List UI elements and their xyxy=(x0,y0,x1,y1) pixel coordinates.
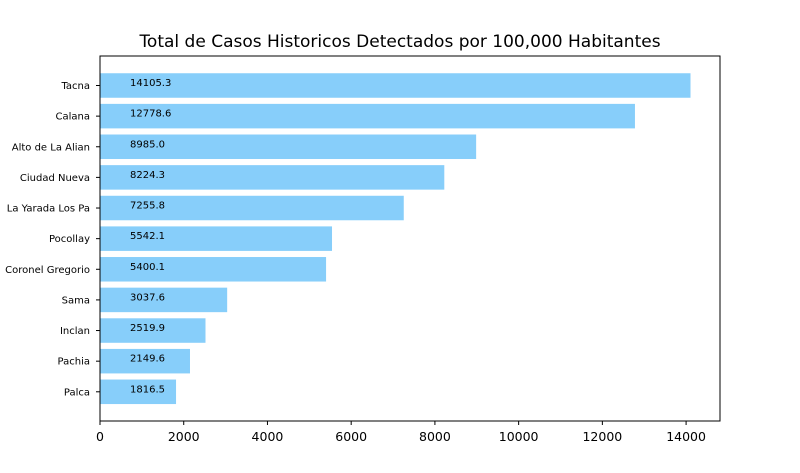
value-label-3: 8224.3 xyxy=(130,170,165,181)
category-label-2: Alto de La Alian xyxy=(12,142,90,153)
plot-frame xyxy=(99,55,721,422)
bar-4 xyxy=(100,195,404,221)
category-label-0: Tacna xyxy=(60,81,90,92)
bar-6 xyxy=(100,257,327,282)
bar-5 xyxy=(100,226,333,251)
xtick-label-0: 0 xyxy=(96,429,104,444)
value-label-9: 2149.6 xyxy=(130,354,165,365)
category-label-7: Sama xyxy=(62,295,90,306)
category-label-6: Coronel Gregorio xyxy=(5,265,90,276)
category-label-1: Calana xyxy=(56,112,90,123)
xtick-label-1: 2000 xyxy=(168,429,200,444)
xtick-label-4: 8000 xyxy=(419,429,451,444)
value-label-0: 14105.3 xyxy=(130,78,171,89)
category-label-3: Ciudad Nueva xyxy=(20,173,90,184)
chart-title: Total de Casos Historicos Detectados por… xyxy=(138,32,660,52)
category-label-4: La Yarada Los Pa xyxy=(7,204,90,215)
bar-8 xyxy=(100,318,206,343)
value-label-1: 12778.6 xyxy=(130,109,171,120)
xtick-label-6: 12000 xyxy=(582,429,622,444)
bar-9 xyxy=(100,348,190,374)
value-label-8: 2519.9 xyxy=(130,323,165,334)
value-label-10: 1816.5 xyxy=(130,384,165,395)
category-label-5: Pocollay xyxy=(49,234,90,245)
category-label-8: Inclan xyxy=(60,326,90,337)
bar-3 xyxy=(100,165,445,190)
value-label-6: 5400.1 xyxy=(130,262,165,273)
category-label-9: Pachia xyxy=(58,357,90,368)
bar-10 xyxy=(100,379,177,405)
value-label-5: 5542.1 xyxy=(130,231,165,242)
xtick-label-3: 6000 xyxy=(335,429,367,444)
labels-group: Tacna 14105.3 Calana 12778.6 Alto de La Alia… xyxy=(5,78,171,398)
bar-1 xyxy=(100,103,635,129)
category-label-10: Palca xyxy=(64,387,90,398)
xtick-label-7: 14000 xyxy=(666,429,706,444)
value-label-7: 3037.6 xyxy=(130,292,165,303)
axes-group: 0 2000 4000 6000 8000 10000 12000 14000 xyxy=(96,55,721,444)
bar-7 xyxy=(100,287,228,313)
xtick-label-2: 4000 xyxy=(252,429,284,444)
bars-group xyxy=(100,73,691,405)
value-label-2: 8985.0 xyxy=(130,139,165,150)
value-label-4: 7255.8 xyxy=(130,201,165,212)
xtick-label-5: 10000 xyxy=(499,429,539,444)
bar-0 xyxy=(100,73,691,98)
bar-2 xyxy=(100,134,477,160)
